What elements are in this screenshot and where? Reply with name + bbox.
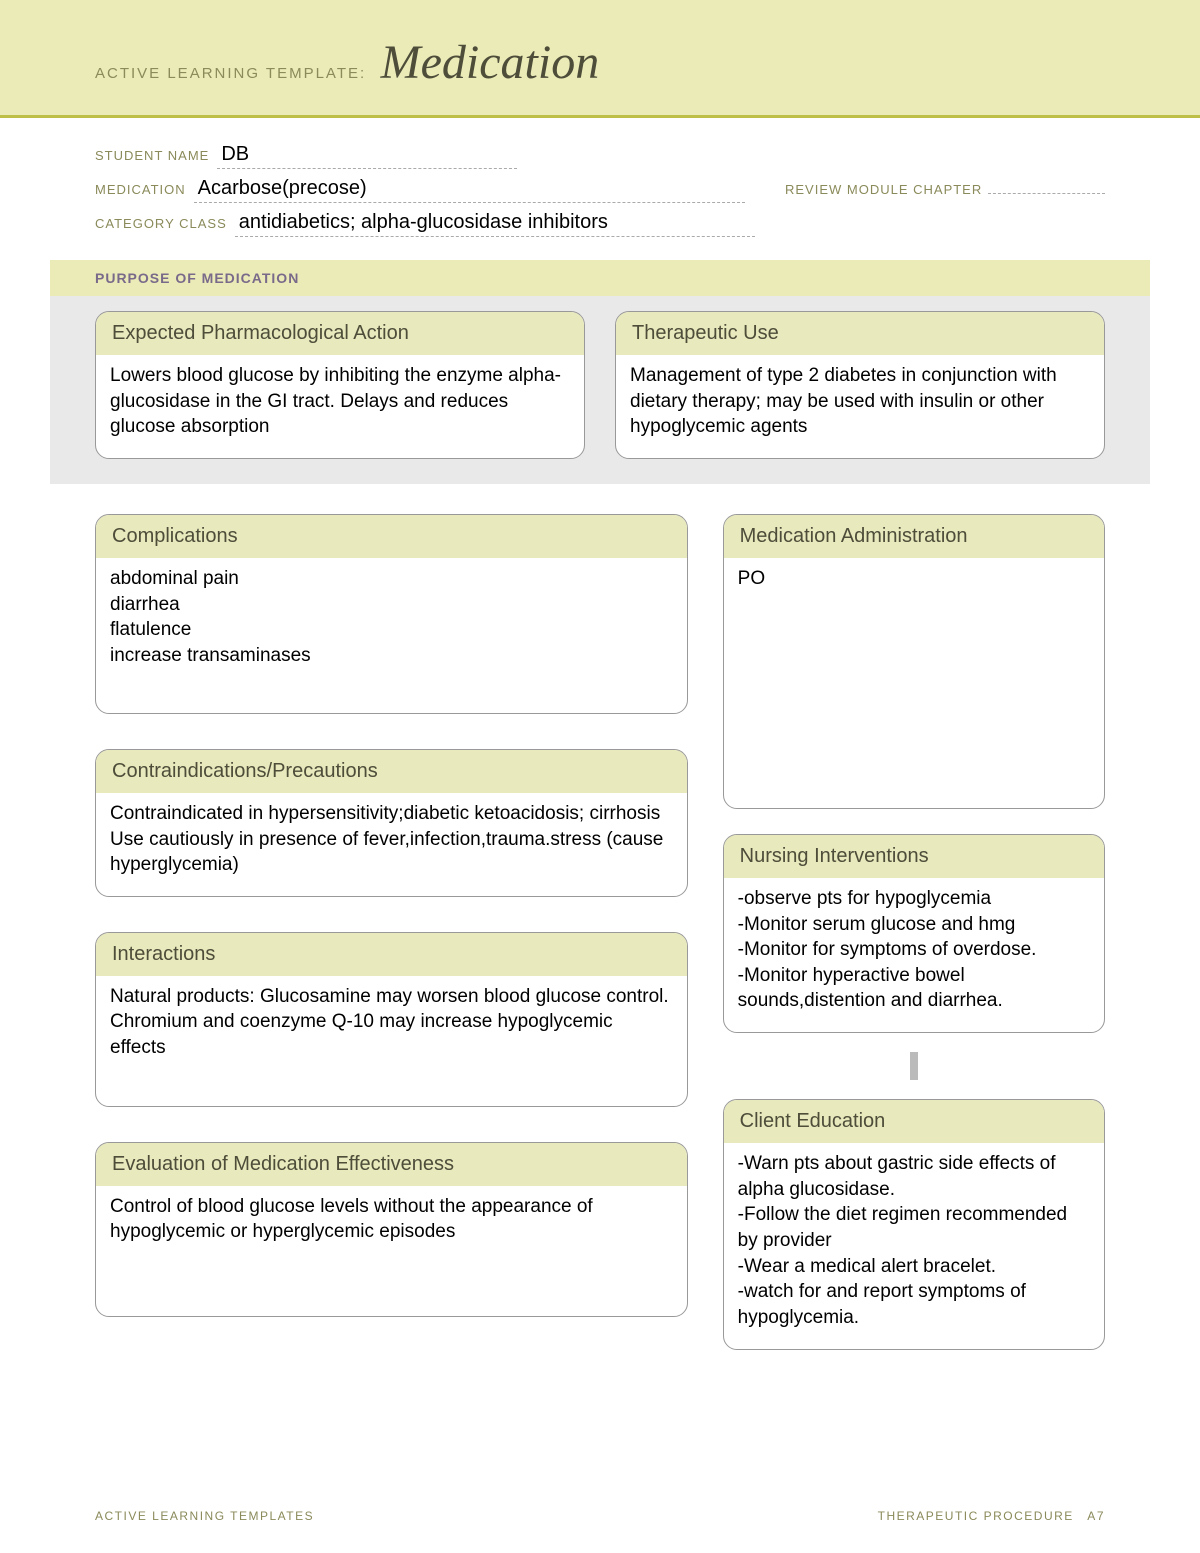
row-medication: MEDICATION Acarbose(precose) REVIEW MODU… — [95, 177, 1105, 203]
card-header: Client Education — [724, 1100, 1104, 1143]
card-header: Interactions — [96, 933, 687, 976]
review-value — [988, 193, 1105, 194]
card-interactions: Interactions Natural products: Glucosami… — [95, 932, 688, 1107]
card-header: Expected Pharmacological Action — [96, 312, 584, 355]
row-category: CATEGORY CLASS antidiabetics; alpha-gluc… — [95, 211, 1105, 237]
card-header: Nursing Interventions — [724, 835, 1104, 878]
medication-label: MEDICATION — [95, 182, 186, 197]
card-nursing: Nursing Interventions -observe pts for h… — [723, 834, 1105, 1033]
purpose-section: PURPOSE OF MEDICATION Expected Pharmacol… — [50, 260, 1150, 484]
card-header: Contraindications/Precautions — [96, 750, 687, 793]
card-body: -Warn pts about gastric side effects of … — [724, 1143, 1104, 1348]
main-grid: Complications abdominal pain diarrhea fl… — [0, 514, 1200, 1430]
card-header: Complications — [96, 515, 687, 558]
purpose-header-strip: PURPOSE OF MEDICATION — [50, 260, 1150, 296]
card-evaluation: Evaluation of Medication Effectiveness C… — [95, 1142, 688, 1317]
column-right: Medication Administration PO Nursing Int… — [723, 514, 1105, 1350]
card-complications: Complications abdominal pain diarrhea fl… — [95, 514, 688, 714]
category-value: antidiabetics; alpha-glucosidase inhibit… — [235, 211, 755, 237]
category-label: CATEGORY CLASS — [95, 216, 227, 231]
card-contraindications: Contraindications/Precautions Contraindi… — [95, 749, 688, 897]
header-prefix: ACTIVE LEARNING TEMPLATE: — [95, 65, 366, 82]
card-body: Management of type 2 diabetes in conjunc… — [616, 355, 1104, 458]
card-body: PO — [724, 558, 1104, 808]
column-left: Complications abdominal pain diarrhea fl… — [95, 514, 688, 1350]
card-header: Therapeutic Use — [616, 312, 1104, 355]
header-title: Medication — [381, 35, 600, 90]
card-body: Natural products: Glucosamine may worsen… — [96, 976, 687, 1106]
card-body: -observe pts for hypoglycemia -Monitor s… — [724, 878, 1104, 1032]
card-body: Control of blood glucose levels without … — [96, 1186, 687, 1316]
purpose-title: PURPOSE OF MEDICATION — [95, 270, 1105, 286]
page: ACTIVE LEARNING TEMPLATE: Medication STU… — [0, 0, 1200, 1553]
review-label: REVIEW MODULE CHAPTER — [785, 182, 982, 197]
purpose-boxes: Expected Pharmacological Action Lowers b… — [50, 296, 1150, 459]
card-pharm-action: Expected Pharmacological Action Lowers b… — [95, 311, 585, 459]
footer: ACTIVE LEARNING TEMPLATES THERAPEUTIC PR… — [95, 1509, 1105, 1523]
card-body: abdominal pain diarrhea flatulence incre… — [96, 558, 687, 687]
card-therapeutic-use: Therapeutic Use Management of type 2 dia… — [615, 311, 1105, 459]
card-body: Lowers blood glucose by inhibiting the e… — [96, 355, 584, 458]
student-name-value: DB — [217, 143, 517, 169]
header-banner: ACTIVE LEARNING TEMPLATE: Medication — [0, 0, 1200, 118]
info-block: STUDENT NAME DB MEDICATION Acarbose(prec… — [0, 118, 1200, 260]
card-header: Evaluation of Medication Effectiveness — [96, 1143, 687, 1186]
student-name-label: STUDENT NAME — [95, 148, 209, 163]
row-student: STUDENT NAME DB — [95, 143, 1105, 169]
card-administration: Medication Administration PO — [723, 514, 1105, 809]
medication-value: Acarbose(precose) — [194, 177, 745, 203]
connector-line — [910, 1052, 918, 1080]
card-body: Contraindicated in hypersensitivity;diab… — [96, 793, 687, 896]
footer-left: ACTIVE LEARNING TEMPLATES — [95, 1509, 314, 1523]
footer-right: THERAPEUTIC PROCEDURE A7 — [878, 1509, 1105, 1523]
card-client-education: Client Education -Warn pts about gastric… — [723, 1099, 1105, 1349]
card-header: Medication Administration — [724, 515, 1104, 558]
